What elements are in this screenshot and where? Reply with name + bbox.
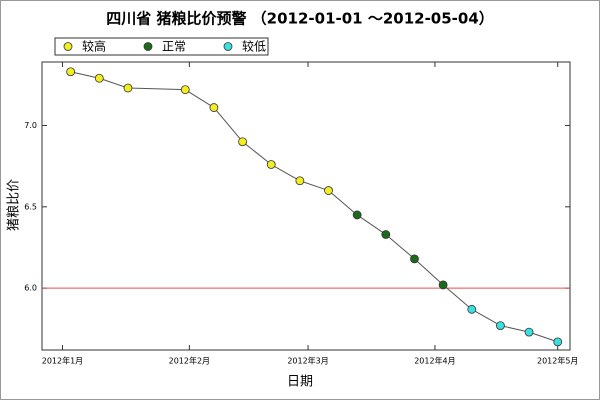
legend-marker <box>223 42 233 51</box>
point <box>410 254 419 264</box>
point <box>467 304 477 314</box>
line-segment <box>70 71 100 79</box>
point <box>352 210 362 220</box>
line-segment <box>528 331 558 343</box>
point <box>295 176 305 186</box>
point <box>381 230 391 239</box>
point <box>324 186 333 195</box>
point <box>123 83 133 93</box>
line-segment <box>242 141 272 165</box>
line-segment <box>270 164 301 182</box>
x-tick-label: 2012年1月 <box>42 356 83 366</box>
y-axis-label: 猪粮比价 <box>7 179 22 231</box>
chart-title: 四川省 猪粮比价预警 （2012-01-01 ～2012-05-04） <box>106 10 494 28</box>
x-tick-label: 2012年4月 <box>414 356 455 366</box>
legend-box <box>54 37 269 56</box>
line-segment <box>442 284 473 310</box>
legend-label: 较高 <box>82 39 106 54</box>
line-segment <box>500 325 530 333</box>
x-tick-label: 2012年5月 <box>537 356 578 366</box>
line-segment <box>328 190 358 216</box>
legend-marker <box>143 42 153 51</box>
line-segment <box>385 234 415 260</box>
point <box>94 73 104 83</box>
point <box>209 103 219 112</box>
point <box>180 85 190 95</box>
point <box>238 137 247 147</box>
line-segment <box>213 107 243 143</box>
legend-label: 正常 <box>162 40 186 54</box>
point <box>496 321 505 330</box>
point <box>266 160 276 169</box>
x-axis-label: 日期 <box>287 375 313 390</box>
line-segment <box>127 87 186 91</box>
line-segment <box>99 77 129 89</box>
y-tick-label: 7.0 <box>24 121 37 130</box>
y-tick-label: 6.5 <box>24 202 37 211</box>
point <box>438 280 448 290</box>
x-tick-label: 2012年3月 <box>287 356 328 366</box>
legend-label: 较低 <box>242 39 266 54</box>
line-segment <box>299 180 329 192</box>
point <box>553 337 563 347</box>
x-tick-label: 2012年2月 <box>169 356 210 366</box>
legend-marker <box>63 42 73 51</box>
line-segment <box>184 89 215 108</box>
y-tick-label: 6.0 <box>24 284 37 293</box>
plot-frame <box>41 61 571 351</box>
point <box>524 327 534 337</box>
line-segment <box>414 258 444 286</box>
line-segment <box>471 308 501 327</box>
line-segment <box>356 214 387 235</box>
point <box>66 67 76 77</box>
